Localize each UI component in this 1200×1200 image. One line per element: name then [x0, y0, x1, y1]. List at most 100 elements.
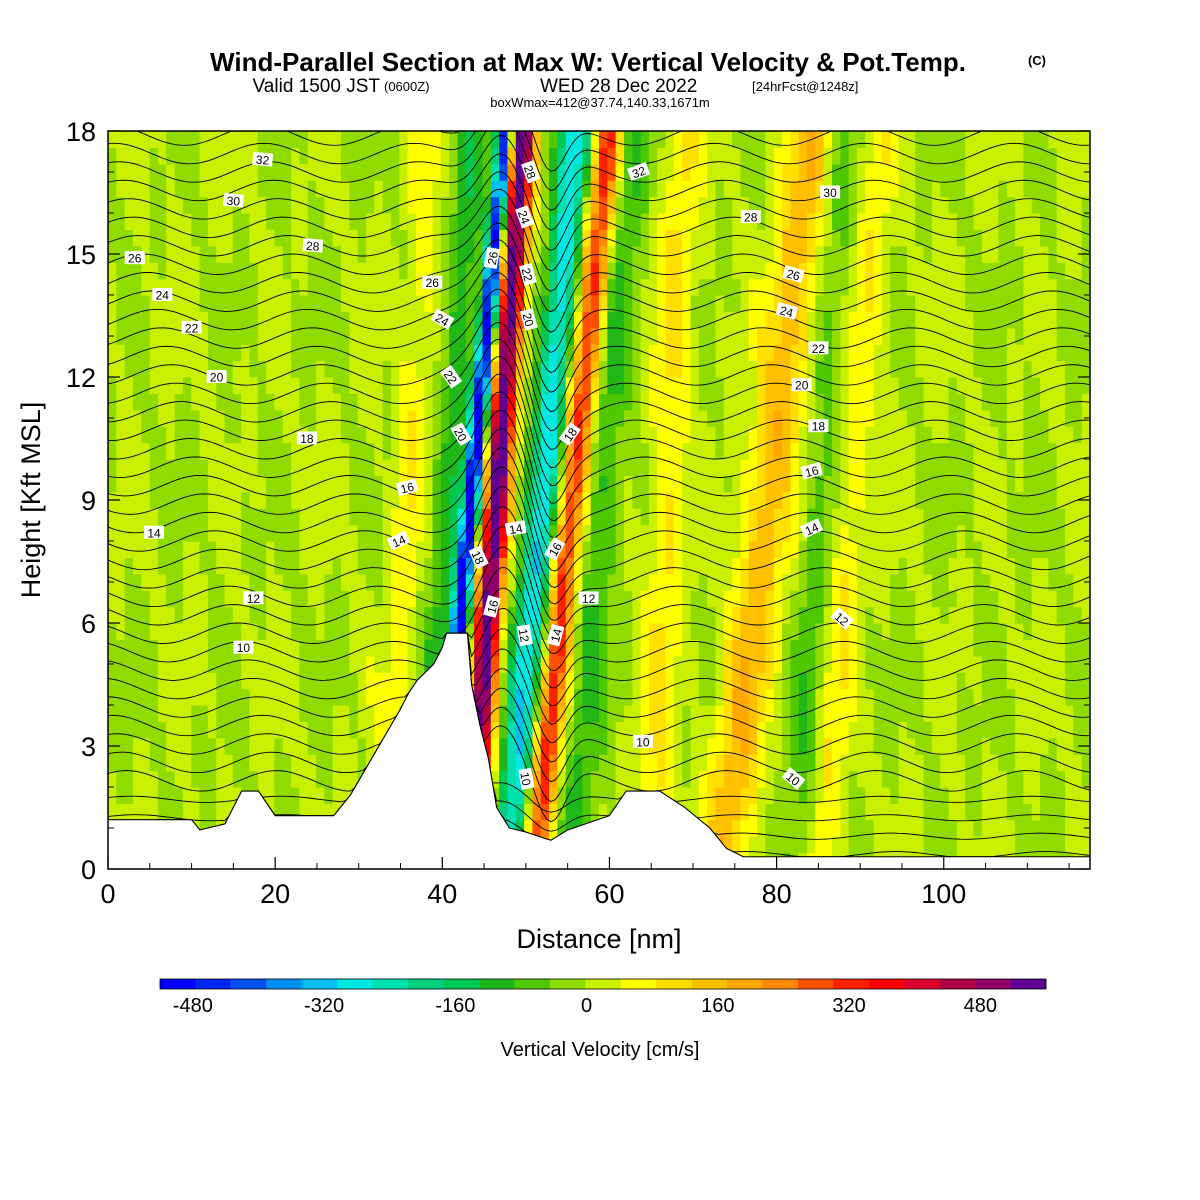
velocity-cell	[207, 409, 217, 427]
velocity-cell	[349, 393, 359, 411]
velocity-cell	[449, 623, 459, 640]
velocity-cell	[1023, 475, 1033, 493]
velocity-cell	[232, 623, 242, 640]
velocity-cell	[773, 573, 783, 591]
velocity-cell	[1073, 180, 1083, 198]
velocity-cell	[856, 836, 866, 854]
velocity-cell	[490, 705, 500, 722]
velocity-cell	[673, 623, 683, 640]
velocity-cell	[1073, 639, 1083, 657]
velocity-cell	[574, 295, 583, 312]
velocity-cell	[241, 508, 251, 526]
velocity-cell	[723, 459, 733, 476]
velocity-cell	[224, 180, 234, 198]
velocity-cell	[499, 311, 509, 329]
velocity-cell	[124, 655, 134, 673]
velocity-cell	[207, 737, 217, 755]
velocity-cell	[166, 459, 176, 476]
velocity-cell	[557, 360, 567, 378]
velocity-cell	[116, 787, 126, 804]
velocity-cell	[174, 409, 184, 427]
velocity-cell	[940, 196, 950, 214]
velocity-cell	[432, 393, 442, 411]
velocity-cell	[341, 623, 350, 640]
velocity-cell	[207, 393, 217, 411]
velocity-cell	[690, 737, 700, 755]
velocity-cell	[141, 459, 151, 476]
velocity-cell	[748, 409, 758, 427]
velocity-cell	[740, 409, 750, 427]
velocity-cell	[299, 377, 309, 394]
velocity-cell	[948, 442, 958, 460]
velocity-cell	[249, 426, 259, 444]
velocity-cell	[1081, 344, 1090, 362]
velocity-cell	[424, 229, 434, 247]
velocity-cell	[940, 770, 950, 788]
velocity-cell	[956, 787, 966, 804]
velocity-cell	[1015, 787, 1025, 804]
velocity-cell	[723, 524, 733, 542]
velocity-cell	[232, 295, 242, 312]
velocity-cell	[782, 557, 792, 575]
velocity-cell	[1065, 262, 1074, 280]
velocity-cell	[715, 819, 725, 837]
velocity-cell	[632, 409, 642, 427]
velocity-cell	[365, 213, 375, 230]
velocity-cell	[524, 819, 534, 837]
velocity-cell	[582, 705, 592, 722]
velocity-cell	[291, 344, 301, 362]
velocity-cell	[549, 278, 558, 296]
velocity-cell	[182, 491, 192, 509]
velocity-cell	[324, 213, 334, 230]
velocity-cell	[557, 475, 567, 493]
velocity-cell	[998, 705, 1008, 722]
velocity-cell	[865, 705, 875, 722]
velocity-cell	[1031, 409, 1041, 427]
velocity-cell	[282, 721, 292, 739]
velocity-cell	[931, 295, 941, 312]
velocity-cell	[299, 754, 309, 772]
velocity-cell	[257, 327, 267, 345]
velocity-cell	[182, 737, 192, 755]
velocity-cell	[149, 475, 159, 493]
valid-prefix: Valid 1500 JST	[253, 76, 381, 97]
velocity-cell	[124, 459, 134, 476]
velocity-cell	[207, 557, 217, 575]
velocity-cell	[657, 688, 667, 706]
velocity-cell	[515, 360, 525, 378]
velocity-cell	[1015, 213, 1025, 230]
velocity-cell	[1040, 672, 1049, 690]
velocity-cell	[232, 705, 242, 722]
velocity-cell	[698, 803, 708, 821]
velocity-cell	[132, 623, 142, 640]
velocity-cell	[640, 196, 650, 214]
velocity-cell	[390, 705, 400, 722]
velocity-cell	[931, 377, 941, 394]
velocity-cell	[798, 508, 808, 526]
velocity-cell	[207, 311, 217, 329]
velocity-cell	[723, 770, 733, 788]
velocity-cell	[732, 491, 742, 509]
velocity-cell	[1065, 377, 1074, 394]
velocity-cell	[848, 836, 858, 854]
velocity-cell	[149, 508, 159, 526]
velocity-cell	[898, 196, 908, 214]
velocity-cell	[798, 672, 808, 690]
velocity-cell	[607, 770, 617, 788]
velocity-cell	[848, 705, 858, 722]
velocity-cell	[915, 524, 925, 542]
velocity-cell	[665, 180, 675, 198]
velocity-cell	[740, 623, 750, 640]
velocity-cell	[723, 295, 733, 312]
velocity-cell	[415, 262, 425, 280]
velocity-cell	[216, 508, 226, 526]
velocity-cell	[449, 459, 459, 476]
velocity-cell	[382, 311, 392, 329]
velocity-cell	[207, 245, 217, 263]
velocity-cell	[615, 475, 625, 493]
velocity-cell	[848, 426, 858, 444]
velocity-cell	[341, 508, 350, 526]
velocity-cell	[565, 344, 575, 362]
velocity-cell	[1048, 377, 1058, 394]
velocity-cell	[790, 590, 800, 608]
